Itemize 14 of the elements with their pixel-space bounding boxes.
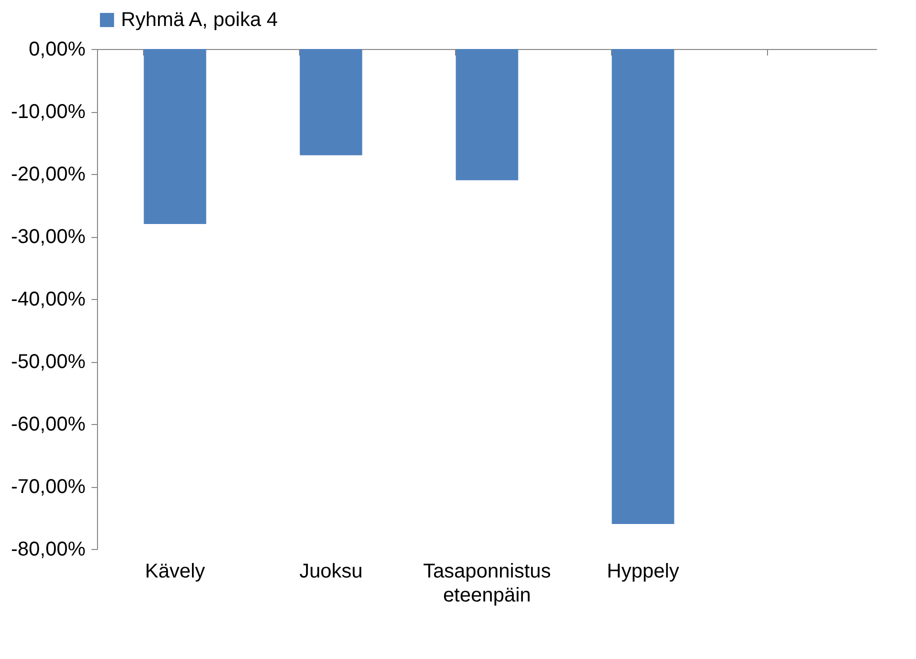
y-tick-label: -10,00% <box>11 101 86 123</box>
y-tick-label: -70,00% <box>11 476 86 498</box>
y-tick-label: -40,00% <box>11 288 86 310</box>
x-tick-label: Kävely <box>144 560 206 582</box>
y-tick-label: -80,00% <box>11 538 86 560</box>
y-tick-label: -50,00% <box>11 351 86 373</box>
x-tick-label: Hyppely <box>606 560 680 582</box>
y-tick-label: -30,00% <box>11 226 86 248</box>
x-tick-label: Tasaponnistus eteenpäin <box>423 560 551 606</box>
y-tick-label: -20,00% <box>11 164 86 186</box>
y-tick-label: -60,00% <box>11 414 86 436</box>
y-tick-label: 0,00% <box>28 38 86 60</box>
x-tick-label: Juoksu <box>299 560 363 582</box>
legend-label: Ryhmä A, poika 4 <box>121 9 278 31</box>
